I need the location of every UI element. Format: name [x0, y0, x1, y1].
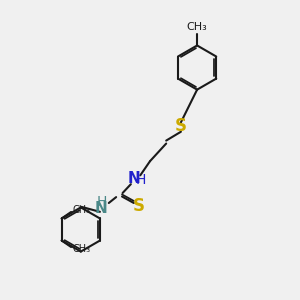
- Text: N: N: [128, 171, 140, 186]
- Text: CH₃: CH₃: [187, 22, 208, 32]
- Text: H: H: [96, 195, 106, 209]
- Text: CH₃: CH₃: [73, 244, 91, 254]
- Text: H: H: [136, 173, 146, 187]
- Text: S: S: [133, 197, 145, 215]
- Text: N: N: [95, 200, 108, 215]
- Text: S: S: [175, 117, 187, 135]
- Text: CH₃: CH₃: [73, 205, 91, 214]
